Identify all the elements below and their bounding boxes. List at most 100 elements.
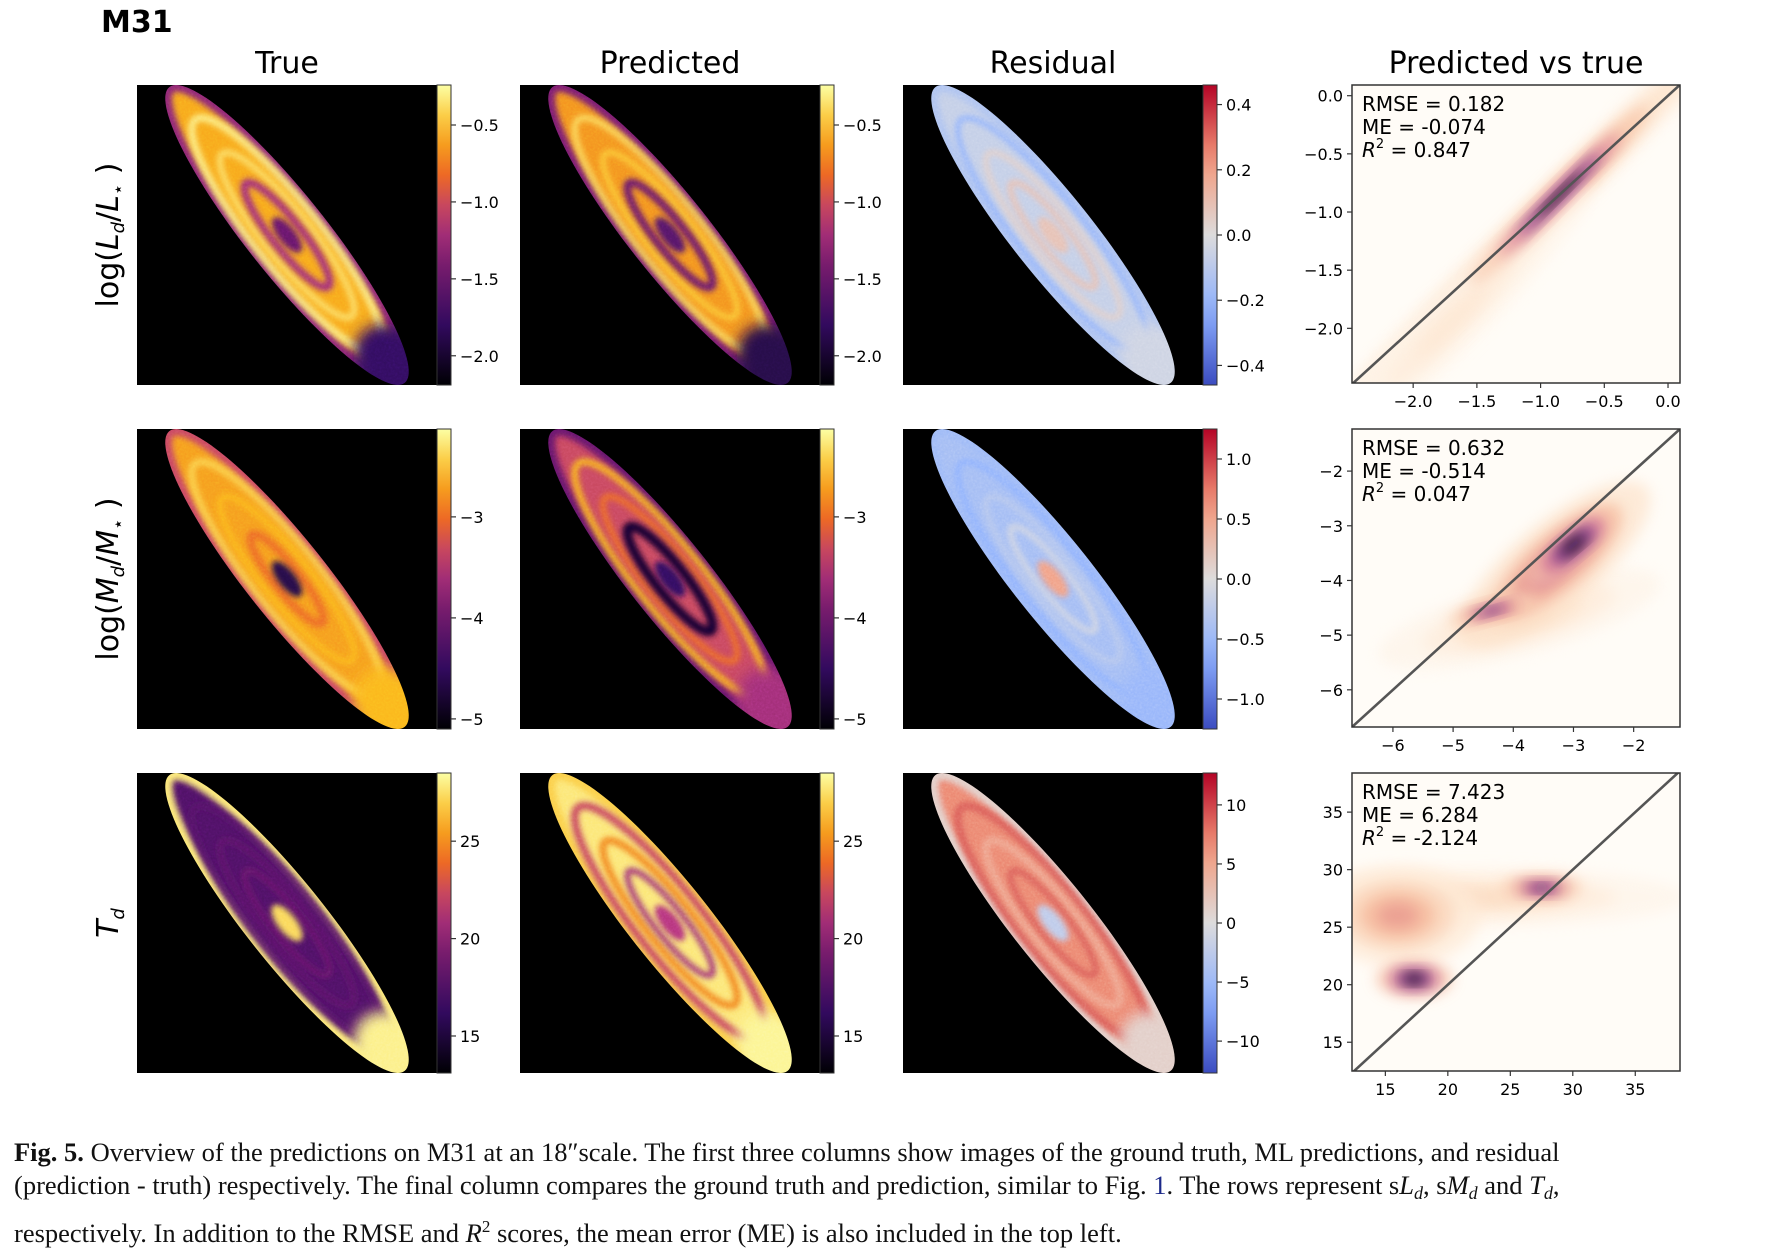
colorbar-tick-label: 1.0	[1226, 450, 1251, 469]
row-label-part: d	[108, 565, 129, 577]
column-title-true: True	[254, 46, 319, 81]
row-label-part: log(	[91, 250, 126, 307]
density-layer	[1352, 429, 1680, 727]
row-label-part: M	[91, 577, 126, 603]
colorbar-tick-label: −10	[1226, 1032, 1260, 1051]
row-label-part: d	[108, 221, 129, 233]
caption-line: Fig. 5. Overview of the predictions on M…	[14, 1136, 1764, 1169]
colorbar: 15 20 25	[819, 772, 863, 1074]
one-to-one-line	[1352, 773, 1680, 1071]
caption-text: respectively. In addition to the RMSE an…	[14, 1218, 466, 1248]
density-blob	[1377, 903, 1419, 929]
colorbar-tick-label: 20	[460, 930, 480, 949]
colorbar-tick-label: 0.2	[1226, 161, 1251, 180]
caption-text: (prediction - truth) respectively. The f…	[14, 1170, 1154, 1200]
row-label-part: /	[91, 211, 126, 222]
rmse-stat: RMSE = 0.182	[1362, 92, 1505, 116]
r2-exponent: 2	[1376, 481, 1384, 496]
figure-title: M31	[101, 5, 173, 40]
row-label-part: ⋆	[108, 519, 129, 530]
r2-value: = 0.047	[1384, 482, 1471, 506]
density-layer	[1352, 85, 1680, 383]
figure-row: log(Ld/L⋆ )−2.0−1.5−1.0−0.5−2.0−1.5−1.0−…	[91, 78, 1681, 411]
map-panel-predicted: −5 −4 −3	[520, 422, 867, 752]
colorbar: −0.4 −0.2 0.0 0.2 0.4	[1202, 84, 1265, 386]
x-tick-label: 20	[1438, 1080, 1458, 1099]
caption-text: scores, the mean error (ME) is also incl…	[490, 1218, 1122, 1248]
map-panel-true: −5 −4 −3	[137, 422, 484, 752]
caption-text: 2	[481, 1217, 491, 1236]
colorbar-tick-label: −0.5	[1226, 630, 1265, 649]
colorbar: −2.0 −1.5 −1.0 −0.5	[819, 84, 882, 386]
colorbar-tick-label: −0.5	[843, 116, 882, 135]
figure-reference-link[interactable]: 1	[1153, 1170, 1167, 1200]
y-tick-label: 30	[1323, 861, 1343, 880]
colorbar-tick-label: 0.5	[1226, 510, 1251, 529]
caption-text: T	[1529, 1170, 1544, 1200]
colorbar-tick-label: −1.0	[1226, 690, 1265, 709]
axes-frame	[1351, 772, 1681, 1072]
column-title-predicted: Predicted	[600, 46, 741, 81]
colorbar-tick-label: −1.5	[460, 270, 499, 289]
row-label-part: )	[91, 163, 126, 184]
x-tick-label: −6	[1381, 736, 1405, 755]
colorbar: −1.0 −0.5 0.0 0.5 1.0	[1202, 428, 1265, 730]
x-tick-label: −3	[1562, 736, 1586, 755]
caption-text: M	[1446, 1170, 1469, 1200]
colorbar-tick-label: −5	[843, 710, 867, 729]
r2-symbol: R	[1362, 482, 1376, 506]
row-label-part: log(	[91, 603, 126, 660]
colorbar-gradient	[436, 428, 452, 730]
colorbar-tick-label: −0.5	[460, 116, 499, 135]
map-panel-residual: −0.4 −0.2 0.0 0.2 0.4	[903, 78, 1265, 408]
y-tick-label: 0.0	[1318, 87, 1343, 106]
caption-text: d	[1543, 1183, 1553, 1203]
y-tick-label: −1.0	[1304, 203, 1343, 222]
colorbar-tick-label: −5	[460, 710, 484, 729]
r2-stat: R2 = -2.124	[1362, 825, 1478, 850]
row-label-part: L	[91, 195, 126, 212]
x-tick-label: −4	[1501, 736, 1525, 755]
colorbar: −10 −5 0 5 10	[1202, 772, 1260, 1074]
caption-line: (prediction - truth) respectively. The f…	[14, 1169, 1764, 1210]
axes-frame	[1351, 84, 1681, 384]
x-tick-label: 15	[1375, 1080, 1395, 1099]
caption-line: respectively. In addition to the RMSE an…	[14, 1210, 1764, 1250]
x-tick-label: −2	[1622, 736, 1646, 755]
x-tick-label: 0.0	[1655, 392, 1680, 411]
colorbar-gradient	[819, 84, 835, 386]
y-tick-label: −6	[1319, 681, 1343, 700]
r2-symbol: R	[1362, 138, 1376, 162]
y-tick-label: −1.5	[1304, 261, 1343, 280]
colorbar-tick-label: −2.0	[843, 347, 882, 366]
y-tick-label: −3	[1319, 517, 1343, 536]
colorbar-tick-label: −4	[843, 609, 867, 628]
figure-caption: Fig. 5. Overview of the predictions on M…	[14, 1136, 1764, 1250]
density-layer	[1352, 773, 1680, 1071]
figure-row: log(Md/M⋆ )−5−4−3−5−4−3−1.0−0.50.00.51.0…	[91, 422, 1681, 755]
me-stat: ME = -0.074	[1362, 115, 1486, 139]
r2-exponent: 2	[1376, 825, 1384, 840]
colorbar-gradient	[436, 84, 452, 386]
colorbar-tick-label: 15	[843, 1027, 863, 1046]
density-blob	[1404, 974, 1424, 984]
colorbar-gradient	[1202, 428, 1218, 730]
map-panel-predicted: 15 20 25	[520, 766, 863, 1096]
r2-value: = 0.847	[1384, 138, 1471, 162]
me-stat: ME = -0.514	[1362, 459, 1486, 483]
colorbar-gradient	[1202, 84, 1218, 386]
x-tick-label: −1.5	[1457, 392, 1496, 411]
colorbar: −5 −4 −3	[819, 428, 867, 730]
colorbar-tick-label: −3	[460, 508, 484, 527]
x-tick-label: 35	[1625, 1080, 1645, 1099]
row-label-part: d	[108, 908, 129, 920]
caption-text: and	[1477, 1170, 1530, 1200]
colorbar-tick-label: −1.0	[460, 193, 499, 212]
x-tick-label: −5	[1441, 736, 1465, 755]
column-title-predicted-vs-true: Predicted vs true	[1389, 46, 1644, 81]
x-tick-label: −2.0	[1394, 392, 1433, 411]
colorbar-tick-label: −0.4	[1226, 356, 1265, 375]
colorbar-tick-label: 5	[1226, 855, 1236, 874]
density-blob	[1416, 287, 1487, 358]
